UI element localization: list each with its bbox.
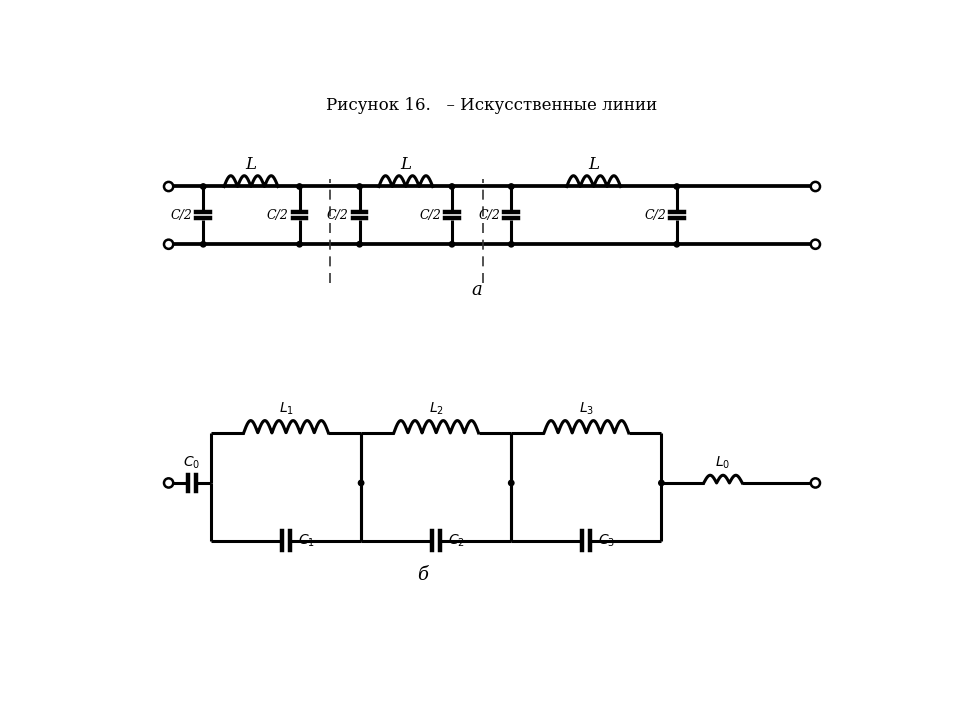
Text: $C_2$: $C_2$ — [447, 533, 465, 549]
Text: $L_0$: $L_0$ — [715, 454, 731, 471]
Circle shape — [509, 241, 514, 247]
Text: C/2: C/2 — [171, 209, 192, 222]
Text: $C_3$: $C_3$ — [598, 533, 615, 549]
Text: $C_1$: $C_1$ — [298, 533, 315, 549]
Text: $C_0$: $C_0$ — [183, 454, 201, 471]
Circle shape — [449, 184, 455, 189]
Circle shape — [674, 184, 680, 189]
Text: L: L — [400, 156, 411, 173]
Text: L: L — [246, 156, 256, 173]
Text: C/2: C/2 — [479, 209, 500, 222]
Text: $L_2$: $L_2$ — [429, 400, 444, 417]
Circle shape — [509, 184, 514, 189]
Text: Рисунок 16.   – Искусственные линии: Рисунок 16. – Искусственные линии — [326, 97, 658, 114]
Text: C/2: C/2 — [327, 209, 348, 222]
Text: C/2: C/2 — [420, 209, 442, 222]
Circle shape — [297, 241, 302, 247]
Text: а: а — [471, 282, 482, 300]
Circle shape — [357, 241, 362, 247]
Text: б: б — [418, 567, 428, 585]
Circle shape — [674, 241, 680, 247]
Circle shape — [358, 480, 364, 486]
Circle shape — [201, 241, 206, 247]
Text: $L_1$: $L_1$ — [278, 400, 294, 417]
Text: L: L — [588, 156, 599, 173]
Circle shape — [297, 184, 302, 189]
Text: C/2: C/2 — [644, 209, 666, 222]
Circle shape — [509, 480, 514, 486]
Text: C/2: C/2 — [267, 209, 289, 222]
Text: $L_3$: $L_3$ — [579, 400, 594, 417]
Circle shape — [201, 184, 206, 189]
Circle shape — [449, 241, 455, 247]
Circle shape — [357, 184, 362, 189]
Circle shape — [659, 480, 664, 486]
